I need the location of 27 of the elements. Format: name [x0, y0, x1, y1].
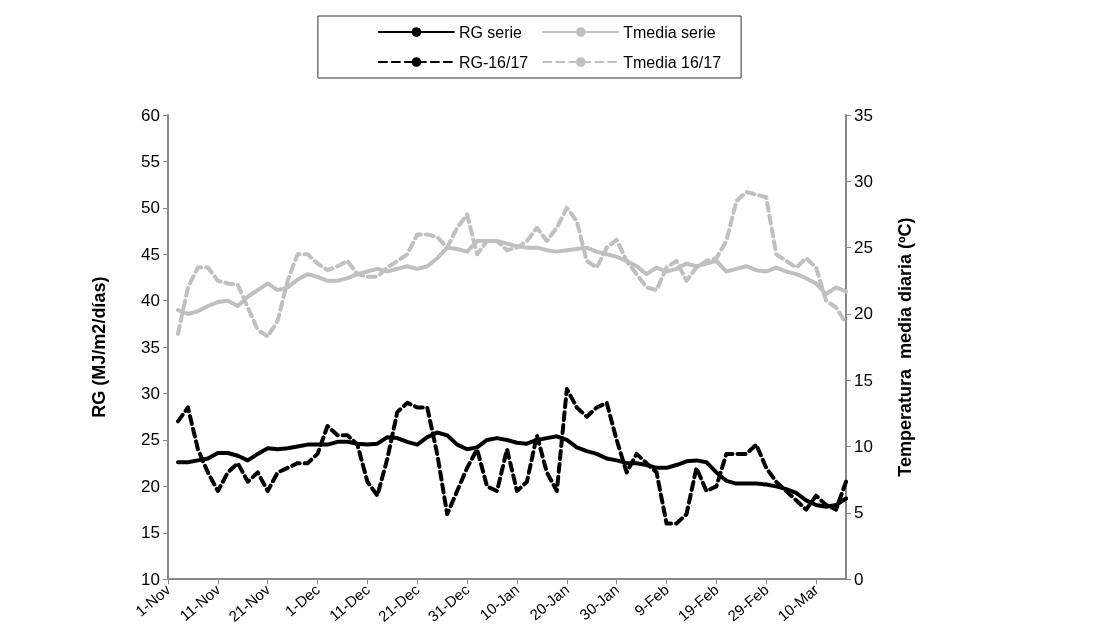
- y2-axis-title: Temperatura media diaria (ºC): [895, 217, 915, 477]
- y-tick-label: 60: [141, 105, 160, 125]
- y2-tick-label: 35: [854, 105, 873, 125]
- y-tick-label: 25: [141, 430, 160, 450]
- y2-tick-label: 15: [854, 370, 873, 390]
- y2-tick-label: 30: [854, 171, 873, 191]
- legend-label: RG-16/17: [458, 53, 529, 71]
- y-tick-label: 40: [141, 291, 160, 311]
- y2-tick-label: 20: [854, 304, 873, 324]
- legend-label: Tmedia serie: [623, 23, 716, 41]
- y-tick-label: 35: [141, 337, 160, 357]
- y2-tick-label: 5: [854, 503, 864, 523]
- y-tick-label: 45: [141, 244, 160, 264]
- y-tick-label: 15: [141, 523, 160, 543]
- y-tick-label: 20: [141, 476, 160, 496]
- y-tick-label: 30: [141, 384, 160, 404]
- y-axis-title: RG (MJ/m2/días): [89, 276, 109, 418]
- y-tick-label: 10: [141, 569, 160, 589]
- legend-label: Tmedia 16/17: [623, 53, 722, 71]
- y-tick-label: 50: [141, 198, 160, 218]
- line-series: [175, 386, 848, 526]
- y-tick-label: 55: [141, 151, 160, 171]
- y2-tick-label: 25: [854, 238, 873, 258]
- y2-tick-label: 10: [854, 437, 873, 457]
- legend-label: RG serie: [458, 23, 523, 41]
- line-series: [175, 189, 848, 339]
- y2-tick-label: 0: [854, 569, 864, 589]
